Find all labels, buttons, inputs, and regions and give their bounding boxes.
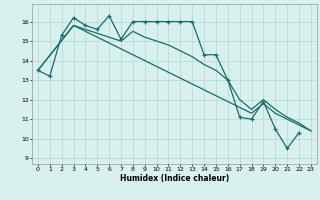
X-axis label: Humidex (Indice chaleur): Humidex (Indice chaleur): [120, 174, 229, 183]
